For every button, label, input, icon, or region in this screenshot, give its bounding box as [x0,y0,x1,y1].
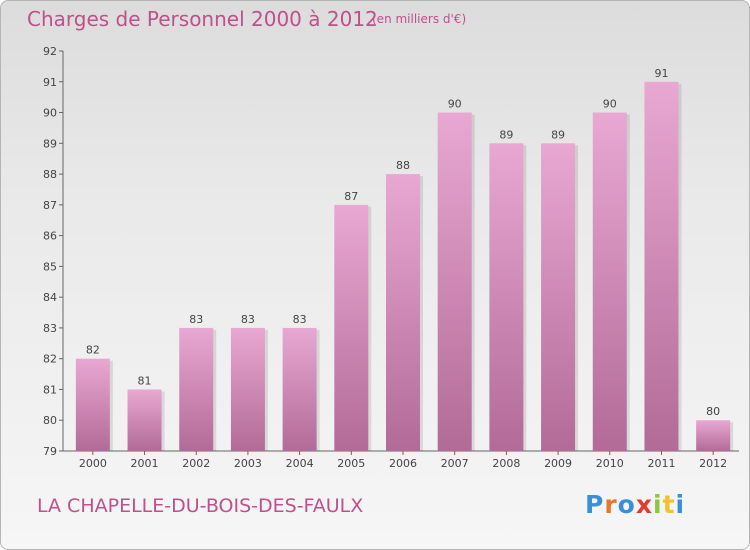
y-tick-label: 85 [43,260,57,273]
commune-name: LA CHAPELLE-DU-BOIS-DES-FAULX [37,495,364,517]
x-tick-label: 2003 [234,457,262,470]
bar [541,143,576,452]
x-tick-label: 2010 [596,457,624,470]
bar-value-label: 89 [551,128,565,141]
bar-value-label: 89 [499,128,513,141]
bar [75,358,110,451]
bar-value-label: 81 [138,374,152,387]
chart-axes: 79 80 81 82 83 84 85 86 87 88 89 90 91 92 2000 2001 2002… [43,45,739,470]
bar [644,81,679,452]
bar-value-label: 83 [293,313,307,326]
x-tick-label: 2002 [182,457,210,470]
y-tick-label: 83 [43,322,57,335]
bar-value-label: 82 [86,344,100,357]
y-tick-label: 90 [43,107,57,120]
bar [489,143,524,452]
x-tick-label: 2004 [286,457,314,470]
logo-letter: i [675,490,686,519]
x-tick-label: 2011 [647,457,675,470]
bar-value-label: 91 [654,67,668,80]
logo-letter: i [653,490,663,519]
y-tick-label: 92 [43,45,57,58]
y-tick-label: 86 [43,230,57,243]
bar [592,112,627,452]
logo-letter: r [604,490,618,519]
x-tick-label: 2006 [389,457,417,470]
y-tick-label: 82 [43,353,57,366]
logo-letter: t [662,490,676,519]
bar-value-label: 83 [241,313,255,326]
logo-letter: o [617,490,636,519]
proxiti-logo[interactable]: Proxiti [585,490,685,519]
bar-value-label: 80 [706,405,720,418]
y-tick-label: 81 [43,383,57,396]
x-tick-label: 2009 [544,457,572,470]
bar-value-label: 90 [603,98,617,111]
x-tick-label: 2007 [441,457,469,470]
x-tick-label: 2008 [492,457,520,470]
chart-subtitle: (en milliers d'€) [372,12,467,26]
bar [179,327,214,451]
bar [282,327,317,451]
y-tick-label: 79 [43,445,57,458]
y-tick-label: 91 [43,76,57,89]
x-tick-label: 2001 [131,457,159,470]
bar [127,389,162,451]
x-tick-label: 2005 [337,457,365,470]
bar [696,420,731,451]
x-tick-label: 2012 [699,457,727,470]
chart-bars: 82 81 83 83 83 87 88 90 89 89 90 91 80 [75,67,734,452]
bar-value-label: 83 [189,313,203,326]
logo-letter: x [635,490,653,519]
chart-title: Charges de Personnel 2000 à 2012 [27,7,378,31]
bar-value-label: 88 [396,159,410,172]
bar [437,112,472,452]
y-tick-label: 88 [43,168,57,181]
y-tick-label: 87 [43,199,57,212]
x-tick-label: 2000 [79,457,107,470]
bar-value-label: 87 [344,190,358,203]
y-tick-label: 80 [43,414,57,427]
y-tick-label: 89 [43,137,57,150]
logo-letter: P [585,490,605,519]
bar [334,204,369,451]
bar [230,327,265,451]
y-tick-label: 84 [43,291,57,304]
bar-value-label: 90 [448,98,462,111]
bar [386,174,420,452]
